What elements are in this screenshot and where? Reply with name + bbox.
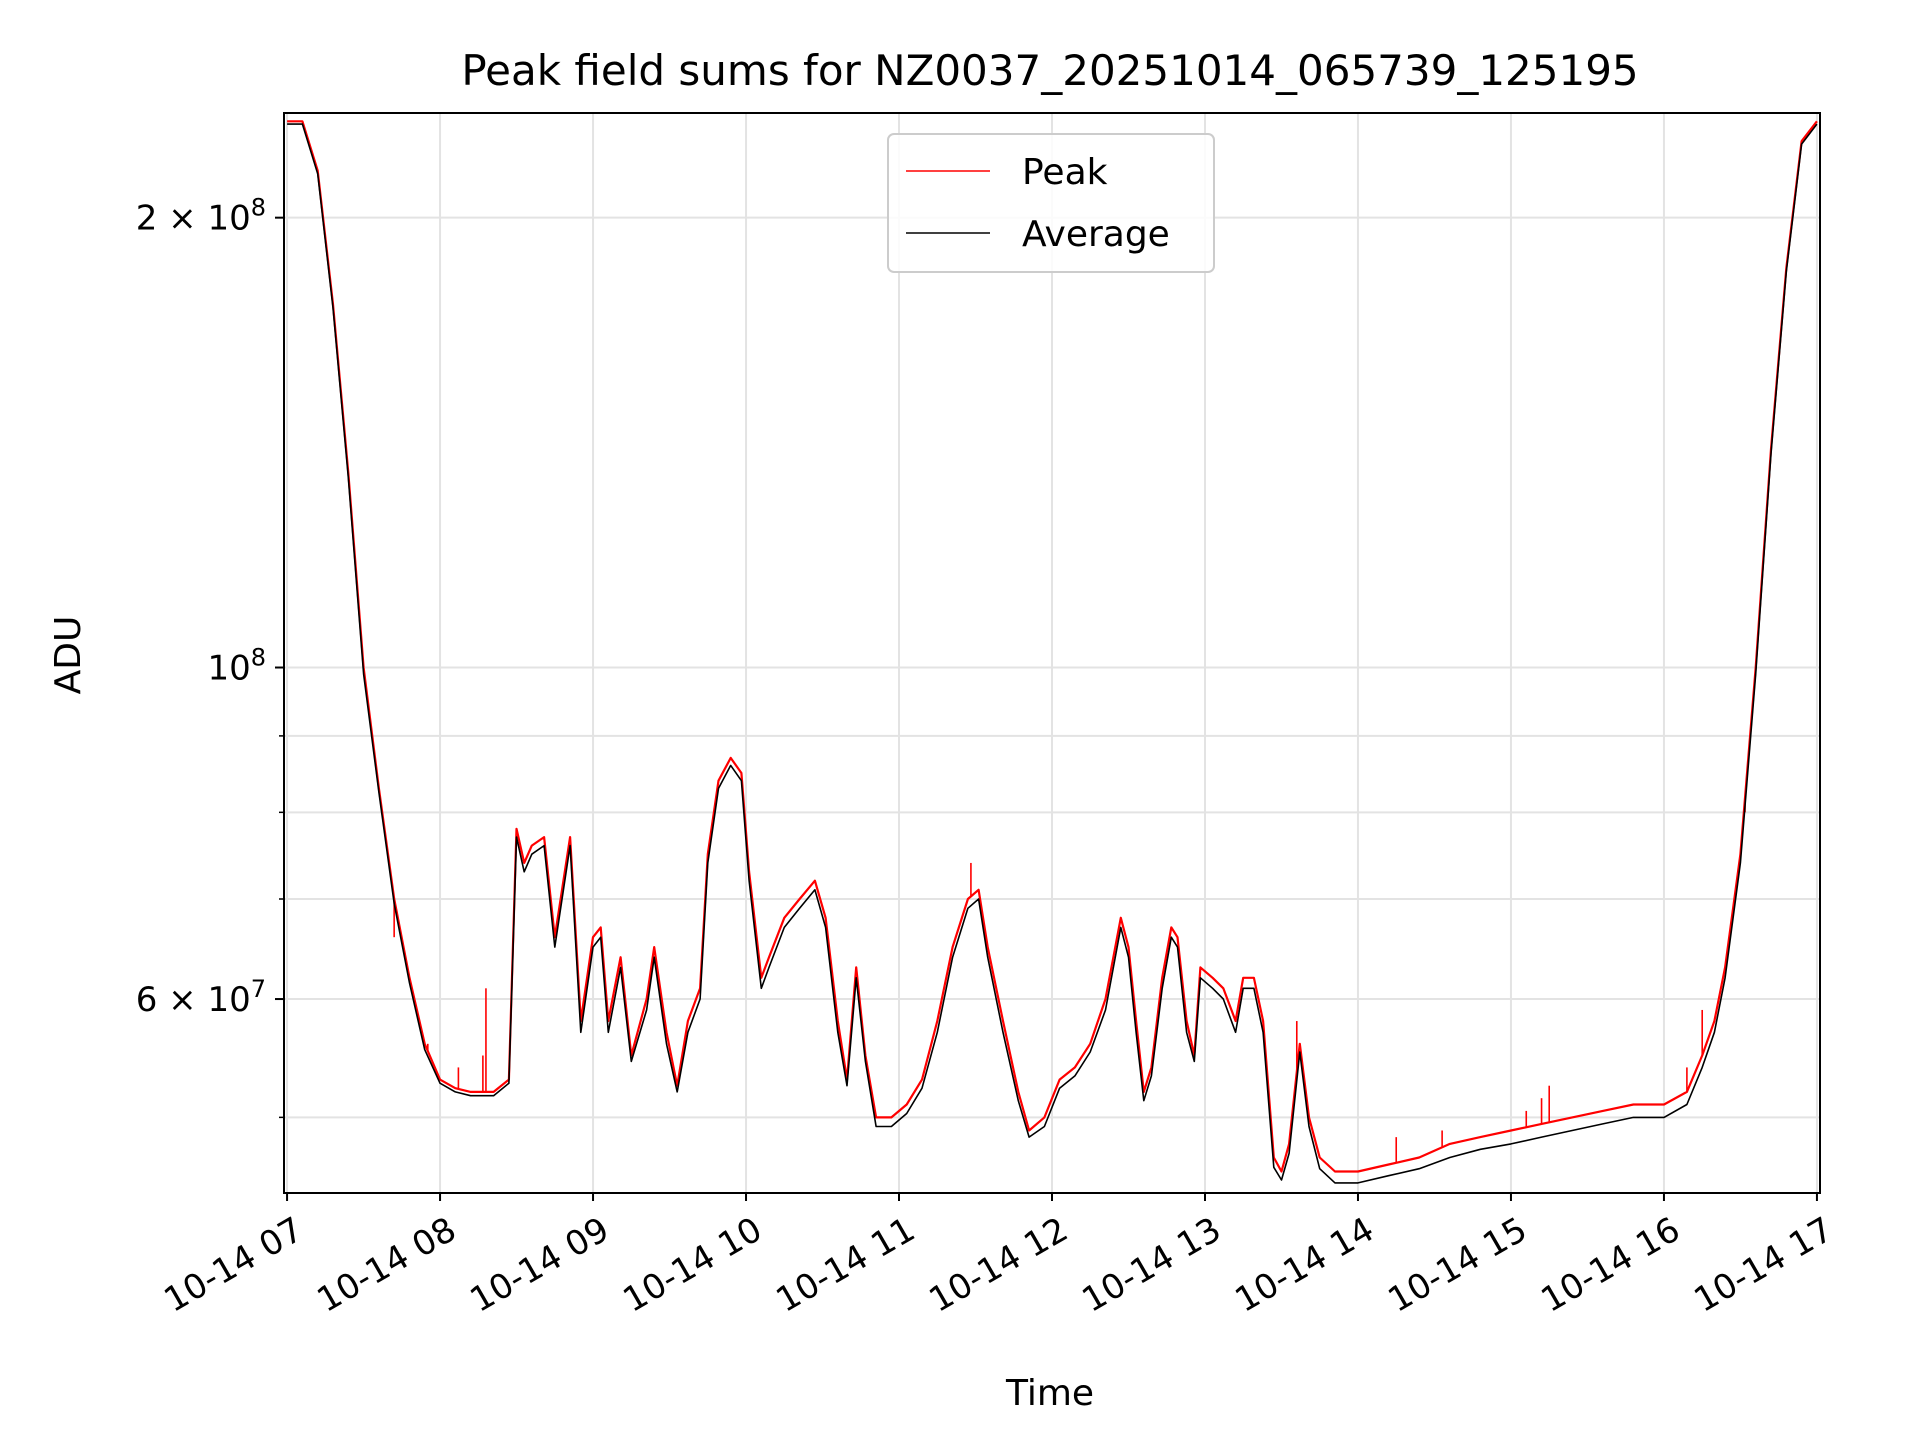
y-tick-label: 2 × 108 bbox=[136, 194, 266, 239]
legend-box bbox=[887, 133, 1215, 273]
x-axis-label: Time bbox=[1005, 1373, 1094, 1414]
legend: Peak Average bbox=[887, 133, 1215, 273]
legend-label-peak: Peak bbox=[1022, 152, 1108, 193]
series-layer bbox=[287, 120, 1818, 1184]
series-line-average bbox=[287, 123, 1818, 1184]
chart-title: Peak field sums for NZ0037_20251014_0657… bbox=[461, 46, 1638, 95]
y-tick-label: 108 bbox=[207, 644, 266, 689]
gridlines bbox=[284, 113, 1820, 1193]
y-tick-label: 6 × 107 bbox=[136, 975, 266, 1020]
series-line-peak bbox=[287, 120, 1818, 1173]
y-axis-label: ADU bbox=[48, 616, 89, 695]
legend-label-average: Average bbox=[1022, 214, 1170, 255]
y-axis: 6 × 107 108 2 × 108 bbox=[136, 194, 284, 1119]
